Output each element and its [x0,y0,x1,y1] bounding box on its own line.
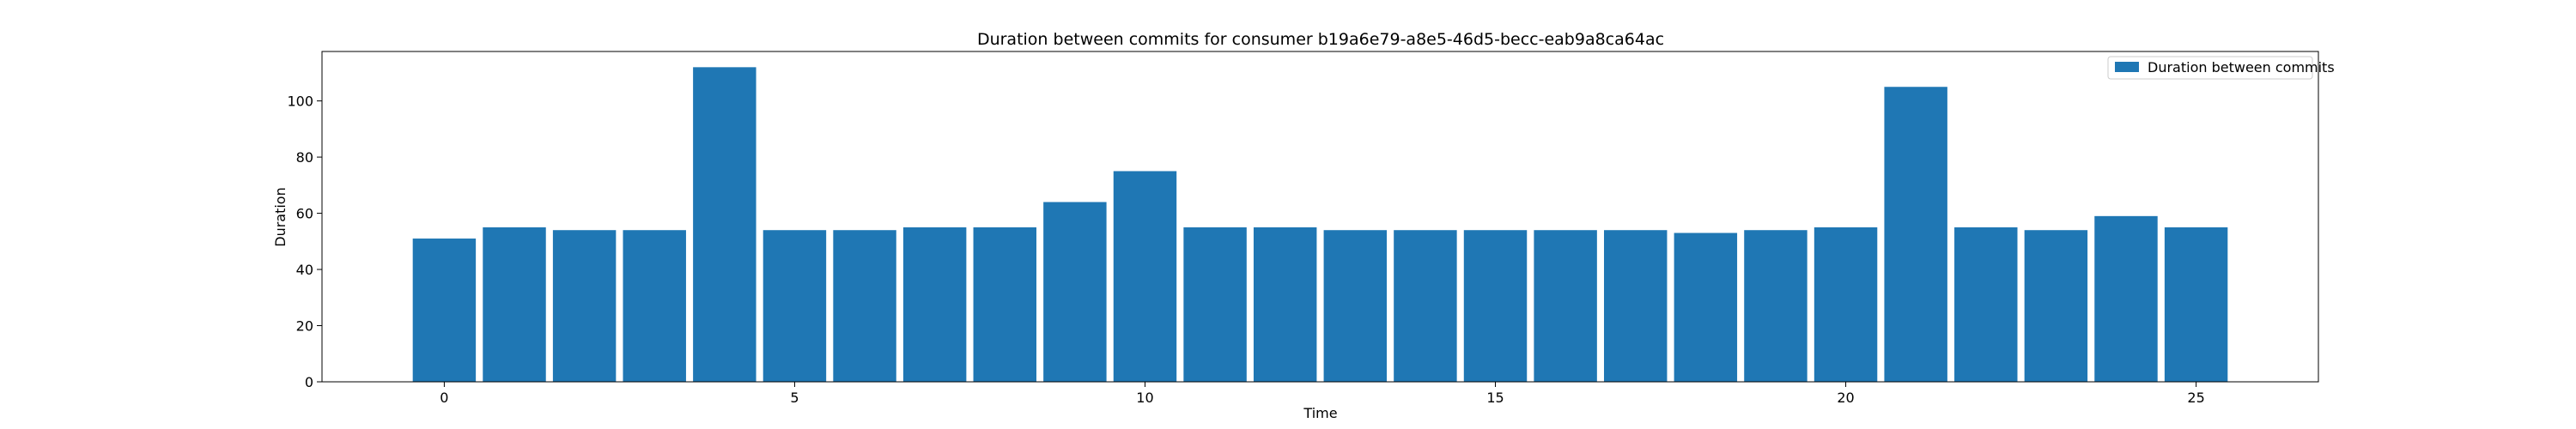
bar-7 [902,227,967,382]
x-tick-label: 10 [1136,390,1153,406]
bar-6 [833,230,896,382]
bar-25 [2164,227,2228,382]
x-tick-label: 5 [790,390,799,406]
legend-label: Duration between commits [2148,59,2335,76]
bar-4 [693,67,756,382]
bar-0 [412,239,477,382]
y-tick-label: 80 [296,149,313,166]
bar-19 [1744,230,1807,382]
bar-16 [1534,230,1597,382]
y-ticks-group: 0 20 40 60 80 100 [287,94,322,390]
bar-11 [1183,227,1247,382]
bar-20 [1814,227,1878,382]
x-tick-label: 20 [1837,390,1854,406]
legend-swatch [2115,62,2139,72]
bar-21 [1884,87,1947,382]
bar-5 [762,230,827,382]
x-ticks-group: 0 5 10 15 20 25 [440,382,2205,406]
x-axis-label: Time [1303,405,1337,421]
bar-3 [623,230,686,382]
bars-group [412,67,2228,382]
plot-frame [321,51,2319,383]
bar-14 [1394,230,1457,382]
bar-22 [1954,227,2018,382]
bar-18 [1674,233,1738,382]
bar-24 [2094,215,2158,382]
y-tick-label: 40 [296,262,313,278]
x-tick-label: 15 [1486,390,1504,406]
legend: Duration between commits [2107,56,2335,80]
y-tick-label: 20 [296,318,313,335]
bar-2 [552,230,617,382]
bar-12 [1253,227,1317,382]
bar-1 [483,227,546,382]
bar-23 [2024,230,2088,382]
chart-title: Duration between commits for consumer b1… [977,30,1664,49]
bar-8 [973,227,1036,382]
bar-15 [1463,230,1528,382]
y-axis-label: Duration [272,187,289,247]
legend-box [2107,56,2313,80]
x-tick-label: 0 [440,390,448,406]
bar-13 [1323,230,1388,382]
y-tick-label: 60 [296,206,313,222]
bar-10 [1113,171,1177,382]
bar-9 [1043,202,1107,382]
x-tick-label: 25 [2187,390,2204,406]
y-tick-label: 100 [287,94,313,110]
bar-17 [1604,230,1668,382]
y-tick-label: 0 [305,374,313,390]
